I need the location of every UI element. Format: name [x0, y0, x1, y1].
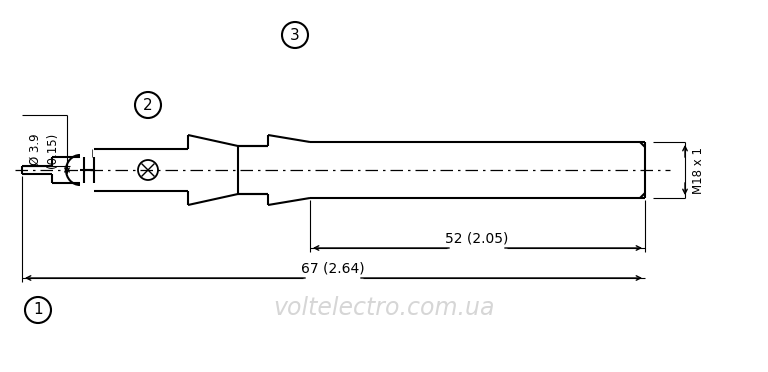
Text: 1: 1 — [33, 302, 43, 317]
Text: 3: 3 — [290, 28, 300, 42]
Text: (0.15): (0.15) — [45, 133, 58, 168]
Text: 52 (2.05): 52 (2.05) — [445, 231, 508, 245]
Text: 67 (2.64): 67 (2.64) — [301, 261, 365, 275]
Text: 2: 2 — [143, 97, 153, 112]
Text: M18 x 1: M18 x 1 — [693, 147, 706, 193]
Text: Ø 3.9: Ø 3.9 — [28, 133, 41, 165]
Text: voltelectro.com.ua: voltelectro.com.ua — [273, 296, 495, 320]
